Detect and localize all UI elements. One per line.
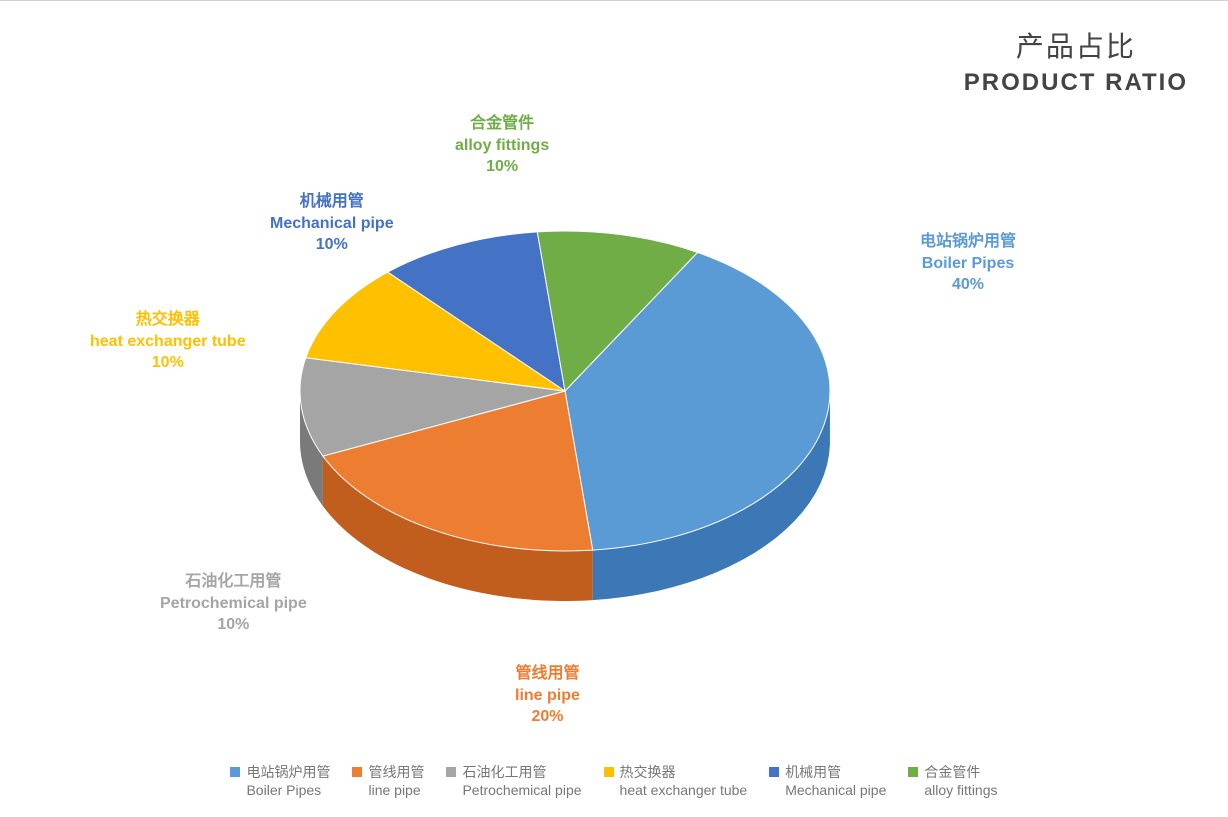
pie-chart-svg [0,1,1228,761]
legend-swatch [446,767,456,777]
legend-swatch [908,767,918,777]
legend-item: 管线用管line pipe [352,763,424,799]
legend-item: 合金管件alloy fittings [908,763,997,799]
legend-label: 热交换器heat exchanger tube [620,763,748,799]
slice-label: 热交换器heat exchanger tube10% [90,309,246,374]
legend-swatch [769,767,779,777]
legend-label: 电站锅炉用管Boiler Pipes [246,763,330,799]
chart-legend: 电站锅炉用管Boiler Pipes 管线用管line pipe 石油化工用管Pet… [0,763,1228,799]
pie-chart-area: 电站锅炉用管Boiler Pipes40% 管线用管line pipe20% 石油化… [0,1,1228,761]
legend-label: 石油化工用管Petrochemical pipe [462,763,581,799]
slice-label: 机械用管Mechanical pipe10% [270,191,394,256]
legend-label: 合金管件alloy fittings [924,763,997,799]
legend-swatch [352,767,362,777]
legend-item: 石油化工用管Petrochemical pipe [446,763,581,799]
legend-swatch [230,767,240,777]
slice-label: 合金管件alloy fittings10% [455,113,549,178]
legend-item: 热交换器heat exchanger tube [604,763,748,799]
legend-item: 电站锅炉用管Boiler Pipes [230,763,330,799]
slice-label: 电站锅炉用管Boiler Pipes40% [920,231,1016,296]
slice-label: 管线用管line pipe20% [515,663,580,728]
legend-label: 管线用管line pipe [368,763,424,799]
legend-label: 机械用管Mechanical pipe [785,763,886,799]
legend-swatch [604,767,614,777]
legend-item: 机械用管Mechanical pipe [769,763,886,799]
slice-label: 石油化工用管Petrochemical pipe10% [160,571,307,636]
